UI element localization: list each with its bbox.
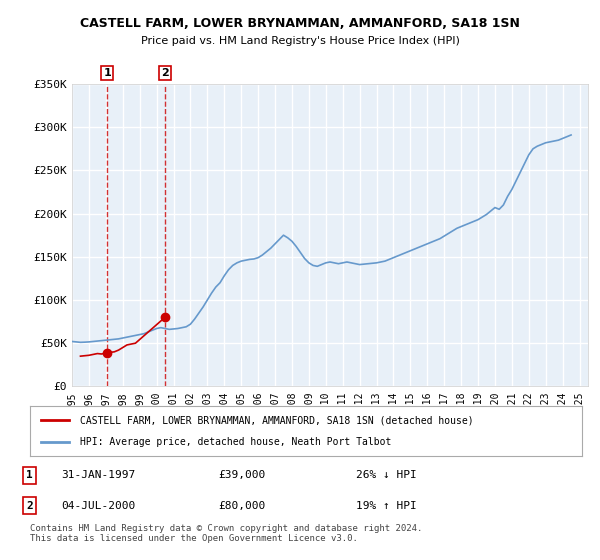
Text: CASTELL FARM, LOWER BRYNAMMAN, AMMANFORD, SA18 1SN (detached house): CASTELL FARM, LOWER BRYNAMMAN, AMMANFORD… xyxy=(80,415,473,425)
Text: £39,000: £39,000 xyxy=(219,470,266,480)
Text: 1: 1 xyxy=(26,470,32,480)
Text: 1: 1 xyxy=(103,68,111,78)
Text: Price paid vs. HM Land Registry's House Price Index (HPI): Price paid vs. HM Land Registry's House … xyxy=(140,36,460,46)
Text: 31-JAN-1997: 31-JAN-1997 xyxy=(61,470,136,480)
Text: 04-JUL-2000: 04-JUL-2000 xyxy=(61,501,136,511)
Text: CASTELL FARM, LOWER BRYNAMMAN, AMMANFORD, SA18 1SN: CASTELL FARM, LOWER BRYNAMMAN, AMMANFORD… xyxy=(80,17,520,30)
Text: £80,000: £80,000 xyxy=(219,501,266,511)
Text: 26% ↓ HPI: 26% ↓ HPI xyxy=(356,470,417,480)
Text: 2: 2 xyxy=(161,68,169,78)
Text: HPI: Average price, detached house, Neath Port Talbot: HPI: Average price, detached house, Neat… xyxy=(80,437,391,447)
Text: 19% ↑ HPI: 19% ↑ HPI xyxy=(356,501,417,511)
Text: Contains HM Land Registry data © Crown copyright and database right 2024.
This d: Contains HM Land Registry data © Crown c… xyxy=(30,524,422,543)
Text: 2: 2 xyxy=(26,501,32,511)
